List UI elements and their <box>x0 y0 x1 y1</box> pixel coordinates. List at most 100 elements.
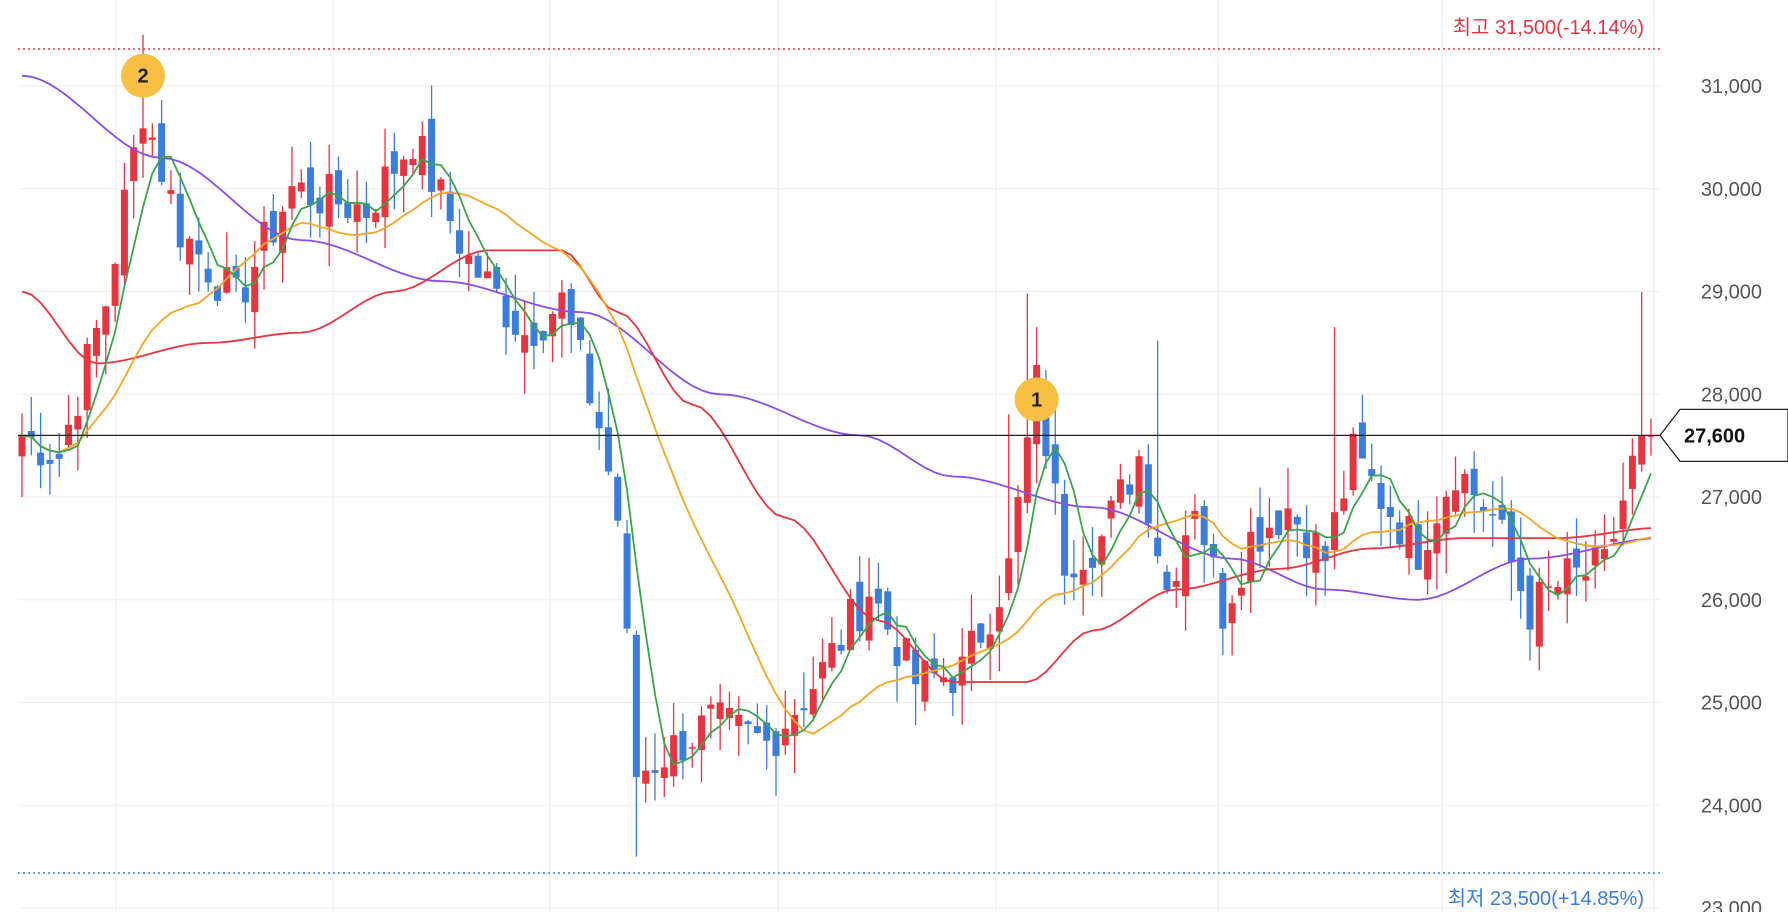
candle[interactable] <box>1619 462 1627 546</box>
candle[interactable] <box>940 657 948 687</box>
candle[interactable] <box>986 613 994 681</box>
candle[interactable] <box>753 703 761 734</box>
candle[interactable] <box>1247 508 1255 613</box>
candle[interactable] <box>725 691 733 730</box>
candle[interactable] <box>791 699 799 774</box>
candles[interactable] <box>18 34 1655 857</box>
candle[interactable] <box>167 170 175 205</box>
candle[interactable] <box>1126 474 1134 505</box>
candle[interactable] <box>1424 511 1432 595</box>
candle[interactable] <box>623 519 631 634</box>
candle[interactable] <box>316 186 324 238</box>
candle[interactable] <box>1107 495 1115 538</box>
candle[interactable] <box>679 713 687 780</box>
candle[interactable] <box>1414 499 1422 570</box>
candle[interactable] <box>958 628 966 725</box>
candle[interactable] <box>865 557 873 651</box>
candle[interactable] <box>1526 567 1534 661</box>
candle[interactable] <box>595 391 603 451</box>
candle[interactable] <box>474 251 482 278</box>
candle[interactable] <box>1628 438 1636 515</box>
candle[interactable] <box>632 630 640 857</box>
candle[interactable] <box>1275 510 1283 540</box>
candle[interactable] <box>288 146 296 220</box>
candle[interactable] <box>27 396 35 456</box>
candle[interactable] <box>1600 514 1608 571</box>
candle[interactable] <box>186 236 194 295</box>
candle[interactable] <box>1545 550 1553 611</box>
candle[interactable] <box>260 206 268 290</box>
candle[interactable] <box>921 659 929 711</box>
candle[interactable] <box>1461 469 1469 518</box>
candle[interactable] <box>1135 450 1143 514</box>
candle[interactable] <box>1489 481 1497 547</box>
candle[interactable] <box>148 123 156 158</box>
candle[interactable] <box>735 696 743 756</box>
candle[interactable] <box>1293 514 1301 557</box>
candle[interactable] <box>1088 527 1096 597</box>
candle[interactable] <box>1386 485 1394 549</box>
candle[interactable] <box>334 156 342 219</box>
candle[interactable] <box>819 638 827 703</box>
candle[interactable] <box>1321 540 1329 596</box>
candle[interactable] <box>307 141 315 238</box>
candle[interactable] <box>763 705 771 770</box>
candle[interactable] <box>1331 327 1339 570</box>
candle[interactable] <box>1479 499 1487 532</box>
candle[interactable] <box>642 737 650 803</box>
candle[interactable] <box>1191 494 1199 540</box>
candle[interactable] <box>1349 427 1357 496</box>
candle[interactable] <box>204 252 212 292</box>
candle[interactable] <box>1591 530 1599 589</box>
candle[interactable] <box>1554 580 1562 600</box>
candle[interactable] <box>1507 500 1515 601</box>
candle[interactable] <box>660 736 668 798</box>
candle[interactable] <box>223 232 231 294</box>
candle[interactable] <box>37 412 45 489</box>
candle[interactable] <box>521 300 529 394</box>
candle[interactable] <box>1610 516 1618 546</box>
candle[interactable] <box>1051 403 1059 515</box>
candle[interactable] <box>874 562 882 620</box>
candle[interactable] <box>1517 517 1525 619</box>
candle[interactable] <box>1014 484 1022 585</box>
candle[interactable] <box>549 311 557 363</box>
candle[interactable] <box>1470 451 1478 533</box>
candle[interactable] <box>781 690 789 755</box>
candle[interactable] <box>1061 479 1069 605</box>
candle[interactable] <box>567 283 575 354</box>
candle[interactable] <box>1638 292 1646 472</box>
candle[interactable] <box>977 622 985 649</box>
candle[interactable] <box>428 85 436 218</box>
candle[interactable] <box>1433 496 1441 590</box>
candle[interactable] <box>716 683 724 751</box>
candle[interactable] <box>1237 551 1245 611</box>
candle[interactable] <box>251 241 259 349</box>
annotation-badge[interactable]: 2 <box>121 53 166 98</box>
candle[interactable] <box>1358 394 1366 459</box>
candle[interactable] <box>269 194 277 246</box>
candle[interactable] <box>1647 418 1655 456</box>
candle[interactable] <box>995 575 1003 672</box>
candle[interactable] <box>1265 497 1273 568</box>
candle[interactable] <box>18 413 26 498</box>
annotation-badge[interactable]: 1 <box>1014 377 1059 422</box>
candle[interactable] <box>409 148 417 176</box>
candle[interactable] <box>1368 443 1376 482</box>
candle[interactable] <box>111 262 119 322</box>
candle[interactable] <box>828 617 836 672</box>
candle[interactable] <box>1405 508 1413 575</box>
candle[interactable] <box>949 676 957 717</box>
candle[interactable] <box>120 162 128 285</box>
candle[interactable] <box>456 208 464 278</box>
candle[interactable] <box>1079 536 1087 616</box>
candle[interactable] <box>1116 463 1124 509</box>
candle[interactable] <box>1256 487 1264 568</box>
candle[interactable] <box>297 169 305 199</box>
candle[interactable] <box>967 594 975 692</box>
candle[interactable] <box>195 217 203 292</box>
candle[interactable] <box>74 396 82 471</box>
candle[interactable] <box>856 556 864 642</box>
